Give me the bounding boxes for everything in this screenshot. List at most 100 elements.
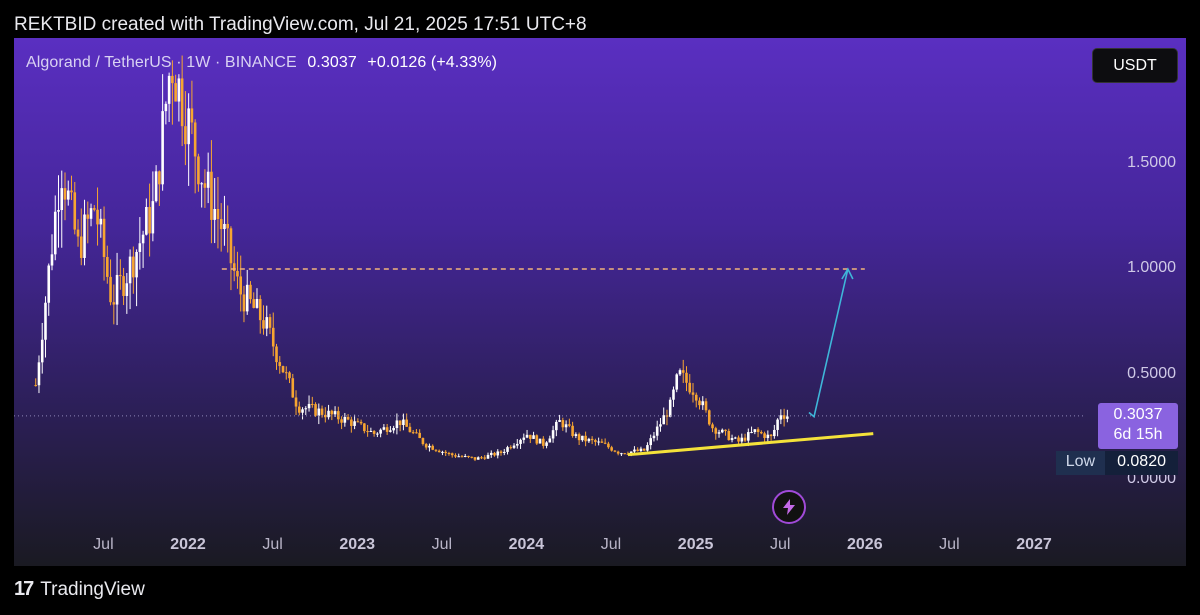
candle-body <box>467 455 470 457</box>
candle-body <box>239 276 243 295</box>
candle-body <box>636 449 639 452</box>
candle-body <box>538 438 542 444</box>
candle-body <box>555 421 558 431</box>
candle-body <box>206 171 210 188</box>
candle-body <box>574 434 578 436</box>
candle-body <box>486 454 490 459</box>
candles-layer <box>34 55 789 462</box>
candle-body <box>177 78 181 102</box>
candle-body <box>512 445 516 448</box>
candle-body <box>258 298 262 321</box>
candle-body <box>460 456 464 458</box>
candle-body <box>57 210 60 212</box>
candle-body <box>262 320 265 329</box>
projection-arrowhead <box>841 267 854 280</box>
candle-body <box>385 427 389 432</box>
candle-body <box>392 428 395 431</box>
candle-body <box>756 429 760 433</box>
candle-body <box>132 256 135 278</box>
candle-body <box>252 299 256 308</box>
candle-body <box>743 437 747 441</box>
candle-body <box>382 427 386 430</box>
candle-body <box>402 419 405 426</box>
candle-body <box>151 201 155 234</box>
candle-body <box>119 274 122 277</box>
candle-body <box>476 457 480 460</box>
candle-body <box>229 228 233 264</box>
candle-body <box>102 218 106 257</box>
candle-body <box>167 75 171 104</box>
candle-body <box>125 283 129 296</box>
candle-body <box>525 434 529 438</box>
candle-body <box>522 437 526 440</box>
candle-body <box>782 415 786 419</box>
chart-canvas[interactable] <box>14 38 1186 566</box>
y-tick-label: 1.5000 <box>1127 153 1176 171</box>
candle-body <box>122 276 125 296</box>
candle-body <box>154 171 158 202</box>
candle-body <box>53 211 57 255</box>
candle-body <box>363 423 366 432</box>
candle-body <box>291 378 295 398</box>
candle-body <box>415 432 418 434</box>
candle-body <box>616 451 620 454</box>
chart-panel[interactable]: Algorand / TetherUS · 1W · BINANCE 0.303… <box>14 38 1186 566</box>
candle-body <box>711 424 714 429</box>
candle-body <box>346 416 350 420</box>
candle-body <box>47 265 51 303</box>
last-price: 0.3037 <box>307 54 357 71</box>
candle-body <box>340 419 343 423</box>
candle-body <box>99 218 103 225</box>
candle-body <box>506 447 509 452</box>
candle-body <box>268 317 272 328</box>
candle-body <box>424 444 428 448</box>
candle-body <box>389 430 392 432</box>
candle-body <box>587 438 591 442</box>
candle-body <box>561 420 565 428</box>
candle-body <box>769 434 773 437</box>
chart-caption: REKTBID created with TradingView.com, Ju… <box>14 14 587 35</box>
candle-body <box>184 126 187 145</box>
tradingview-brand[interactable]: 17 TradingView <box>14 578 145 601</box>
candle-body <box>535 435 539 444</box>
candle-body <box>720 429 724 433</box>
candle-body <box>398 420 402 426</box>
candle-body <box>353 421 356 426</box>
candle-body <box>350 419 353 426</box>
candle-body <box>509 447 513 449</box>
candle-body <box>688 382 692 393</box>
candle-body <box>232 263 236 272</box>
tradingview-logo-icon: 17 <box>14 578 34 600</box>
annotations-layer <box>14 267 1086 457</box>
candle-body <box>532 435 535 439</box>
candle-body <box>174 83 177 102</box>
candle-body <box>145 207 148 235</box>
candle-body <box>672 389 675 400</box>
candle-body <box>704 401 708 411</box>
candle-body <box>372 430 376 434</box>
price-change: +0.0126 (+4.33%) <box>367 54 498 71</box>
candle-body <box>760 432 763 434</box>
projection-arrow <box>808 268 849 419</box>
candle-body <box>434 449 438 451</box>
currency-button[interactable]: USDT <box>1092 48 1178 83</box>
candle-body <box>193 122 197 157</box>
candle-body <box>450 453 454 456</box>
candle-body <box>307 403 311 409</box>
candle-body <box>109 276 112 303</box>
candle-body <box>519 439 522 444</box>
candle-body <box>447 452 451 454</box>
candle-body <box>558 420 561 422</box>
candle-body <box>236 271 239 277</box>
candle-body <box>63 188 67 200</box>
candle-body <box>786 416 789 419</box>
symbol-legend[interactable]: Algorand / TetherUS · 1W · BINANCE 0.303… <box>26 54 497 72</box>
candle-body <box>200 183 203 185</box>
candle-body <box>649 438 652 446</box>
lightning-icon[interactable] <box>772 490 806 524</box>
candle-body <box>275 346 278 363</box>
candle-body <box>366 431 369 433</box>
candle-body <box>730 438 734 441</box>
candle-body <box>457 456 461 458</box>
candle-body <box>89 208 93 219</box>
